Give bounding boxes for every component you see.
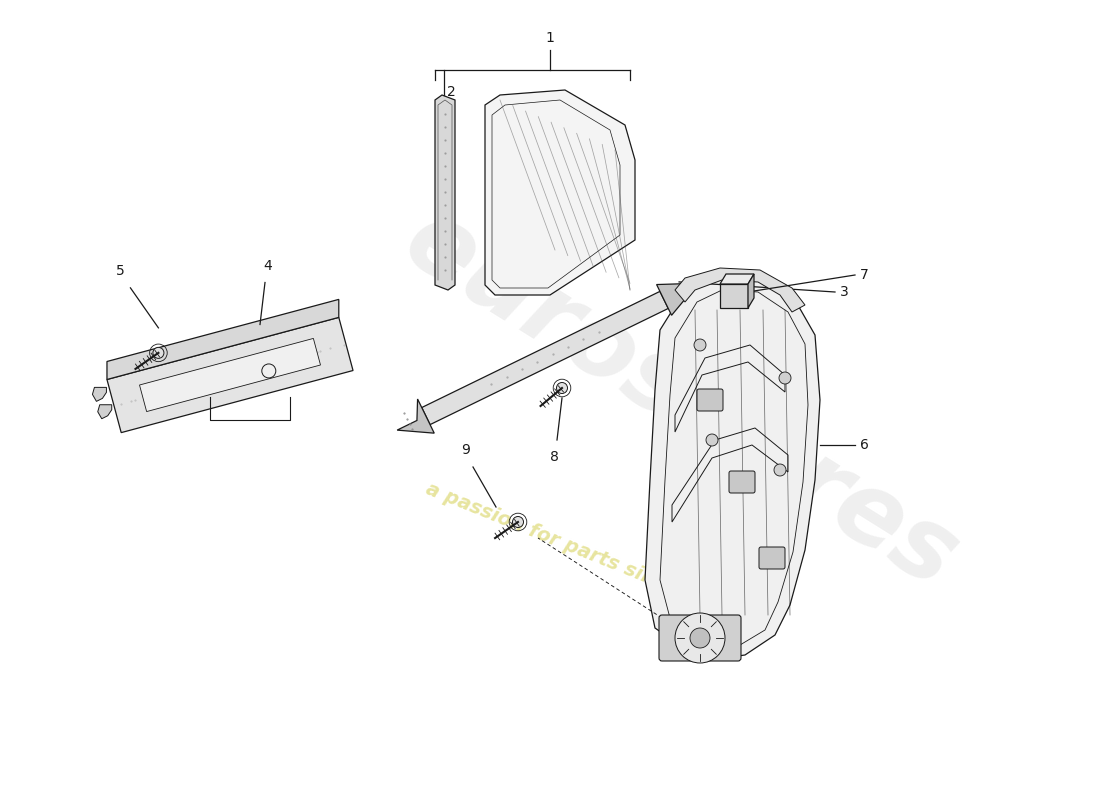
Polygon shape xyxy=(107,299,339,379)
Polygon shape xyxy=(657,283,698,315)
Circle shape xyxy=(153,347,164,358)
Polygon shape xyxy=(675,268,805,312)
Text: 7: 7 xyxy=(860,268,869,282)
Polygon shape xyxy=(748,274,754,308)
FancyBboxPatch shape xyxy=(659,615,741,661)
Polygon shape xyxy=(645,275,820,660)
Circle shape xyxy=(675,613,725,663)
FancyBboxPatch shape xyxy=(720,284,748,308)
Text: 6: 6 xyxy=(860,438,869,452)
Circle shape xyxy=(774,464,786,476)
Polygon shape xyxy=(98,405,112,418)
Polygon shape xyxy=(140,338,320,411)
FancyBboxPatch shape xyxy=(697,389,723,411)
Circle shape xyxy=(706,434,718,446)
Text: 4: 4 xyxy=(264,258,273,273)
Text: 9: 9 xyxy=(462,443,471,457)
Circle shape xyxy=(690,628,710,648)
Circle shape xyxy=(513,517,524,527)
Text: 3: 3 xyxy=(840,285,849,299)
Text: 2: 2 xyxy=(447,85,455,99)
Text: 8: 8 xyxy=(550,450,559,464)
Circle shape xyxy=(694,339,706,351)
Polygon shape xyxy=(92,387,107,402)
Polygon shape xyxy=(485,90,635,295)
FancyBboxPatch shape xyxy=(729,471,755,493)
Text: eurospares: eurospares xyxy=(386,191,974,609)
Polygon shape xyxy=(720,274,754,284)
Polygon shape xyxy=(107,318,353,433)
Polygon shape xyxy=(397,399,434,433)
Circle shape xyxy=(779,372,791,384)
Text: 1: 1 xyxy=(546,31,554,45)
Text: a passion for parts since 1985: a passion for parts since 1985 xyxy=(422,479,737,621)
Polygon shape xyxy=(434,95,455,290)
Text: 5: 5 xyxy=(116,264,124,278)
FancyBboxPatch shape xyxy=(759,547,785,569)
Polygon shape xyxy=(421,291,669,425)
Circle shape xyxy=(557,382,568,394)
